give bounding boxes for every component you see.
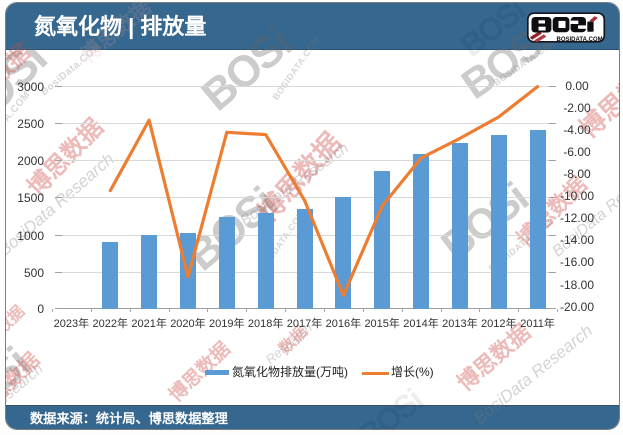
svg-text:BOSIDATA.COM: BOSIDATA.COM	[557, 37, 603, 43]
